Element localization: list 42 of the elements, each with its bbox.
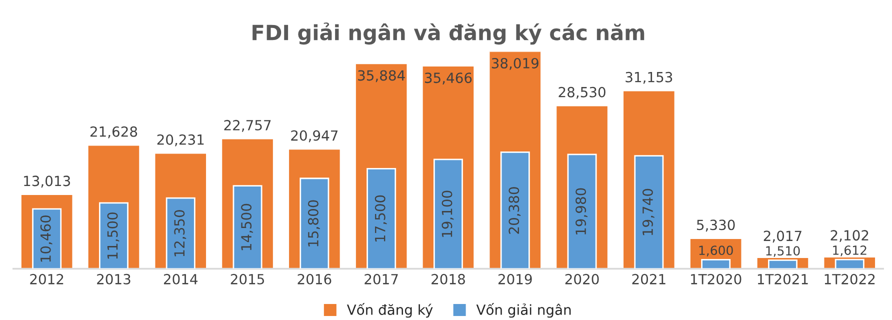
data-label: 1,612 — [833, 246, 866, 256]
data-label: 38,019 — [492, 58, 538, 70]
data-label: 14,500 — [241, 204, 253, 250]
data-label: 1,600 — [699, 246, 733, 256]
x-tick-label: 2019 — [498, 274, 532, 284]
data-label: 20,947 — [291, 130, 338, 142]
data-label: 1,510 — [766, 246, 800, 257]
data-label: 19,740 — [642, 188, 654, 236]
data-label: 19,980 — [576, 188, 588, 234]
data-label: 10,460 — [40, 215, 52, 262]
x-tick-label: 1T2022 — [824, 274, 875, 284]
data-label: 13,013 — [24, 176, 70, 188]
chart-title: FDI giải ngân và đăng ký các năm — [252, 22, 644, 45]
data-label: 22,757 — [224, 120, 271, 132]
data-label: 11,500 — [107, 212, 120, 259]
x-tick-label: 2012 — [30, 274, 64, 284]
data-label: 19,100 — [442, 190, 454, 237]
x-tick-label: 1T2020 — [691, 274, 742, 284]
data-label: 35,884 — [358, 70, 405, 82]
x-tick-label: 2014 — [164, 274, 198, 284]
x-tick-label: 1T2021 — [758, 274, 808, 284]
legend-label: Vốn đăng ký — [346, 303, 433, 318]
legend-label: Vốn giải ngân — [476, 303, 571, 318]
data-label: 12,350 — [174, 210, 186, 256]
x-tick-label: 2020 — [565, 274, 599, 284]
data-label: 21,628 — [90, 126, 138, 138]
data-label: 15,800 — [308, 200, 320, 246]
data-label: 35,466 — [424, 72, 472, 85]
x-tick-label: 2016 — [298, 274, 332, 284]
data-label: 2,017 — [764, 230, 802, 243]
x-tick-label: 2013 — [97, 274, 130, 284]
data-label: 2,102 — [830, 230, 868, 242]
x-tick-label: 2018 — [432, 274, 465, 284]
data-label: 17,500 — [374, 195, 387, 242]
x-tick-label: 2017 — [364, 274, 398, 284]
data-label: 20,380 — [508, 187, 521, 234]
data-label: 31,153 — [626, 72, 672, 84]
data-label: 5,330 — [697, 220, 735, 232]
x-tick-label: 2021 — [632, 274, 666, 284]
x-tick-label: 2015 — [230, 274, 264, 284]
data-label: 20,231 — [157, 134, 204, 146]
data-label: 28,530 — [558, 86, 606, 99]
